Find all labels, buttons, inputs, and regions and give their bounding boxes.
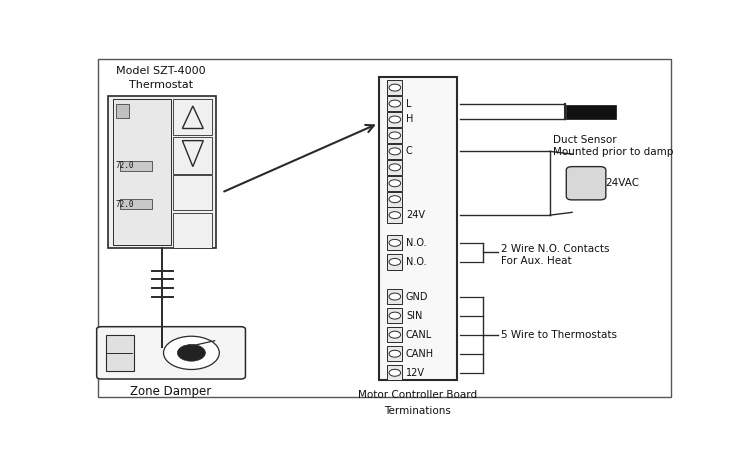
Bar xyxy=(379,76,457,380)
Text: N.O.: N.O. xyxy=(406,238,427,248)
Bar xyxy=(387,289,403,304)
Bar xyxy=(120,199,152,209)
Circle shape xyxy=(389,148,400,155)
Bar xyxy=(120,161,152,171)
Bar xyxy=(387,327,403,342)
Bar xyxy=(387,144,403,159)
Circle shape xyxy=(389,331,400,338)
Circle shape xyxy=(389,369,400,376)
Circle shape xyxy=(389,132,400,139)
Circle shape xyxy=(389,312,400,319)
Text: 72.0: 72.0 xyxy=(116,162,134,171)
Text: 2 Wire N.O. Contacts: 2 Wire N.O. Contacts xyxy=(501,244,609,254)
Bar xyxy=(387,254,403,270)
FancyBboxPatch shape xyxy=(566,166,606,200)
Text: CANL: CANL xyxy=(406,330,432,340)
Text: L: L xyxy=(406,99,412,108)
Bar xyxy=(173,213,212,248)
Bar xyxy=(387,365,403,380)
Circle shape xyxy=(389,196,400,202)
Bar xyxy=(173,176,212,210)
Bar xyxy=(387,207,403,223)
Bar xyxy=(173,99,212,135)
Bar xyxy=(566,104,616,119)
Text: 24V: 24V xyxy=(406,210,425,220)
Text: 5 Wire to Thermostats: 5 Wire to Thermostats xyxy=(501,330,616,340)
Bar xyxy=(108,95,216,248)
Bar xyxy=(113,99,171,245)
Bar xyxy=(387,192,403,207)
Bar xyxy=(387,308,403,323)
Bar xyxy=(387,96,403,111)
Text: 72.0: 72.0 xyxy=(116,199,134,208)
Circle shape xyxy=(389,116,400,123)
Text: H: H xyxy=(406,114,413,125)
Text: Motor Controller Board: Motor Controller Board xyxy=(358,390,477,400)
Bar xyxy=(387,176,403,191)
Bar xyxy=(387,235,403,251)
Circle shape xyxy=(389,180,400,187)
Text: CANH: CANH xyxy=(406,349,434,359)
Circle shape xyxy=(389,350,400,357)
Bar xyxy=(387,112,403,127)
Text: C: C xyxy=(406,146,412,156)
Circle shape xyxy=(389,239,400,246)
Circle shape xyxy=(389,164,400,171)
Text: Zone Damper: Zone Damper xyxy=(130,385,212,398)
Bar xyxy=(116,104,129,118)
Text: 12V: 12V xyxy=(406,368,425,378)
Text: SIN: SIN xyxy=(406,310,422,320)
Circle shape xyxy=(389,258,400,265)
Text: GND: GND xyxy=(406,292,428,302)
Bar xyxy=(106,335,134,371)
Text: Thermostat: Thermostat xyxy=(128,80,193,90)
Text: Mounted prior to damp: Mounted prior to damp xyxy=(553,147,674,157)
Bar xyxy=(387,160,403,175)
Bar xyxy=(173,137,212,174)
Bar xyxy=(387,346,403,361)
Bar xyxy=(387,80,403,95)
Circle shape xyxy=(164,336,219,369)
Circle shape xyxy=(178,345,206,361)
Circle shape xyxy=(389,293,400,300)
Text: 24VAC: 24VAC xyxy=(605,178,639,188)
Bar xyxy=(387,128,403,143)
Text: N.O.: N.O. xyxy=(406,257,427,267)
Text: For Aux. Heat: For Aux. Heat xyxy=(501,256,572,266)
Text: Duct Sensor: Duct Sensor xyxy=(553,135,616,145)
Text: Model SZT-4000: Model SZT-4000 xyxy=(116,66,206,76)
Circle shape xyxy=(389,212,400,219)
Circle shape xyxy=(389,100,400,107)
FancyBboxPatch shape xyxy=(97,327,245,379)
Text: Terminations: Terminations xyxy=(384,406,452,416)
Circle shape xyxy=(389,84,400,91)
